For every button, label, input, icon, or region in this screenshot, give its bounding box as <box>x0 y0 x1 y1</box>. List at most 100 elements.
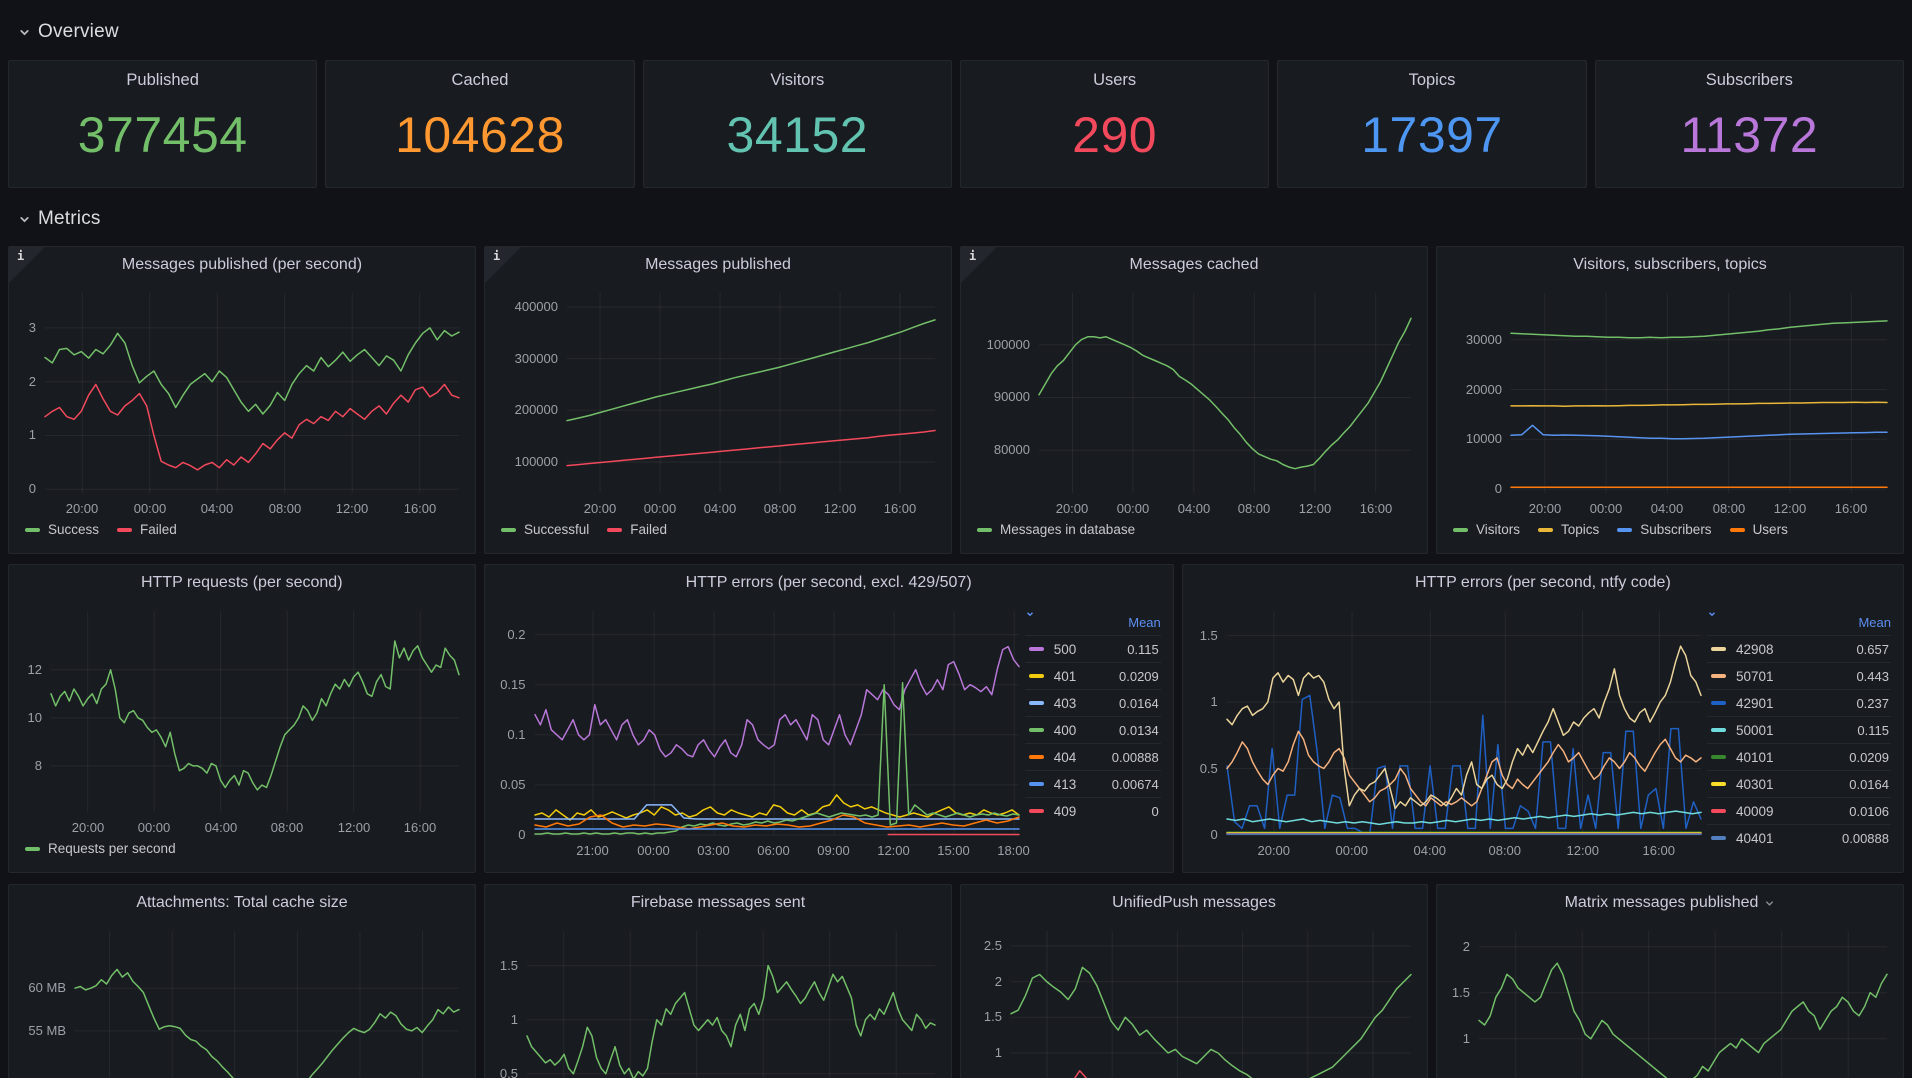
legend-item[interactable]: Failed <box>607 522 667 537</box>
panel-title[interactable]: Messages published (per second) <box>121 256 363 273</box>
y-axis-tick: 2 <box>28 374 36 389</box>
legend-table-row[interactable]: 400 0.0134 <box>1024 716 1161 743</box>
panel-title[interactable]: Attachments: Total cache size <box>136 894 348 911</box>
legend-item[interactable]: Subscribers <box>1617 522 1712 537</box>
x-axis-tick: 08:00 <box>763 501 797 516</box>
panel-title[interactable]: HTTP errors (per second, ntfy code) <box>1414 574 1671 591</box>
y-axis-tick: 60 MB <box>28 980 66 995</box>
legend-item[interactable]: Visitors <box>1453 522 1520 537</box>
x-axis-tick: 09:00 <box>817 843 850 858</box>
y-axis-tick: 90000 <box>993 389 1030 404</box>
legend-table-row[interactable]: 40401 0.00888 <box>1707 824 1891 851</box>
x-axis-tick: 12:00 <box>1566 843 1600 858</box>
chart-canvas[interactable]: 8 10 12 20:00 00:00 04:00 08:00 12:00 16:00 Reque… <box>9 565 475 872</box>
x-axis-tick: 15:00 <box>937 843 970 858</box>
chart-canvas[interactable]: 1 1.5 2 <box>1437 885 1903 1078</box>
x-axis-tick: 08:00 <box>270 820 304 835</box>
stat-value: 17397 <box>1361 106 1503 163</box>
legend-table-row[interactable]: 40301 0.0164 <box>1707 770 1891 797</box>
legend-label: 50701 <box>1736 668 1774 684</box>
legend-table-row[interactable]: 401 0.0209 <box>1024 662 1161 689</box>
x-axis-tick: 08:00 <box>1237 501 1271 516</box>
chart-svg <box>44 293 460 493</box>
chart-canvas[interactable]: 0 10000 20000 30000 20:00 00:00 04:00 08:00 12:0… <box>1437 247 1903 553</box>
panel-title[interactable]: HTTP requests (per second) <box>140 574 343 591</box>
legend-table-row[interactable]: 500 0.115 <box>1024 635 1161 662</box>
stat-title: Subscribers <box>1705 71 1793 89</box>
legend-swatch <box>1711 809 1726 813</box>
legend-mean-header[interactable]: Mean <box>1707 609 1891 635</box>
legend-mean-value: 0.00888 <box>1842 830 1889 846</box>
chart-canvas[interactable]: 0.5 1 1.5 <box>485 885 951 1078</box>
x-axis-tick: 04:00 <box>200 501 234 516</box>
legend-item[interactable]: Users <box>1729 522 1788 537</box>
legend-mean-value: 0.0134 <box>1119 722 1159 738</box>
panel-http-errors-excl: HTTP errors (per second, excl. 429/507) … <box>483 564 1174 873</box>
y-axis-tick: 0 <box>28 481 36 496</box>
x-axis-tick: 20:00 <box>71 820 105 835</box>
legend-table-row[interactable]: 403 0.0164 <box>1024 689 1161 716</box>
x-axis-tick: 20:00 <box>1528 501 1562 516</box>
legend-mean-value: 0.443 <box>1856 668 1889 684</box>
legend-label: 403 <box>1053 695 1077 711</box>
y-axis-tick: 1 <box>28 427 36 442</box>
panel-title[interactable]: Messages cached <box>1129 256 1259 273</box>
info-icon[interactable]: i <box>961 247 997 283</box>
legend-table-row[interactable]: 409 0 <box>1024 797 1161 824</box>
panel-title[interactable]: UnifiedPush messages <box>1112 894 1276 911</box>
chart-canvas[interactable]: 0 0.5 1 1.5 20:00 00:00 04:00 08:00 12:00 16:00 Me… <box>1183 565 1903 872</box>
info-icon[interactable]: i <box>485 247 521 283</box>
legend-item[interactable]: Requests per second <box>25 841 176 856</box>
y-axis-tick: 2 <box>1462 939 1470 954</box>
legend-table-row[interactable]: 413 0.00674 <box>1024 770 1161 797</box>
x-axis-tick: 18:00 <box>997 843 1030 858</box>
legend-label: Users <box>1752 522 1788 537</box>
legend-table-row[interactable]: 40101 0.0209 <box>1707 743 1891 770</box>
legend-table-row[interactable]: 404 0.00888 <box>1024 743 1161 770</box>
stat-value: 377454 <box>77 106 248 163</box>
legend-swatch <box>1028 809 1044 813</box>
legend-mean-value: 0.0164 <box>1119 695 1159 711</box>
chart-canvas[interactable]: 100000 200000 300000 400000 20:00 00:00 04:00 0… <box>485 247 951 553</box>
legend-item[interactable]: Successful <box>501 522 589 537</box>
y-axis-tick: 0.1 <box>507 727 526 742</box>
legend-item[interactable]: Success <box>25 522 99 537</box>
chart-canvas[interactable]: 80000 90000 100000 20:00 00:00 04:00 08:00 12:0… <box>961 247 1427 553</box>
legend-table-row[interactable]: 42901 0.237 <box>1707 689 1891 716</box>
panel-title[interactable]: HTTP errors (per second, excl. 429/507) <box>685 574 972 591</box>
legend-swatch <box>1711 755 1726 759</box>
legend-item[interactable]: Topics <box>1538 522 1599 537</box>
legend-table: Mean 42908 0.657 50701 0.443 42901 0.237 50001 0… <box>1707 609 1891 851</box>
chart-canvas[interactable]: 0 0.05 0.1 0.15 0.2 21:00 00:00 03:00 06:00 09:00… <box>485 565 1173 872</box>
x-axis-tick: 21:00 <box>576 843 609 858</box>
stat-published: Published 377454 <box>8 60 318 188</box>
section-header-metrics[interactable]: Metrics <box>18 206 101 232</box>
legend-table-row[interactable]: 42908 0.657 <box>1707 635 1891 662</box>
legend-swatch <box>1453 527 1468 532</box>
stat-title: Published <box>126 71 199 89</box>
panel-title[interactable]: Firebase messages sent <box>630 894 806 911</box>
legend-label: Visitors <box>1476 522 1521 537</box>
legend-swatch <box>1028 674 1044 678</box>
legend-mean-header[interactable]: Mean <box>1025 609 1161 635</box>
legend-item[interactable]: Failed <box>117 522 177 537</box>
legend-swatch <box>607 527 623 532</box>
chart-canvas[interactable]: 55 MB 60 MB <box>9 885 475 1078</box>
legend-table-row[interactable]: 40009 0.0106 <box>1707 797 1891 824</box>
info-icon[interactable]: i <box>9 247 45 283</box>
panel-title[interactable]: Visitors, subscribers, topics <box>1573 256 1767 273</box>
legend-mean-value: 0 <box>1151 803 1159 819</box>
legend-table-row[interactable]: 50701 0.443 <box>1707 662 1891 689</box>
x-axis-tick: 12:00 <box>337 820 371 835</box>
section-header-overview[interactable]: Overview <box>18 19 119 45</box>
panel-title[interactable]: Matrix messages published <box>1437 894 1903 912</box>
y-axis-tick: 100000 <box>986 337 1030 352</box>
legend-item[interactable]: Messages in database <box>977 522 1135 537</box>
panel-title[interactable]: Messages published <box>645 256 791 273</box>
chart-canvas[interactable]: 1 1.5 2 2.5 <box>961 885 1427 1078</box>
panel-firebase-messages: Firebase messages sent 0.5 1 1.5 <box>484 884 952 1078</box>
chart-canvas[interactable]: 0 1 2 3 20:00 00:00 04:00 08:00 12:00 16:00 Succes… <box>9 247 475 553</box>
legend-swatch <box>1711 836 1726 840</box>
x-axis-tick: 20:00 <box>1257 843 1291 858</box>
legend-table-row[interactable]: 50001 0.115 <box>1707 716 1891 743</box>
